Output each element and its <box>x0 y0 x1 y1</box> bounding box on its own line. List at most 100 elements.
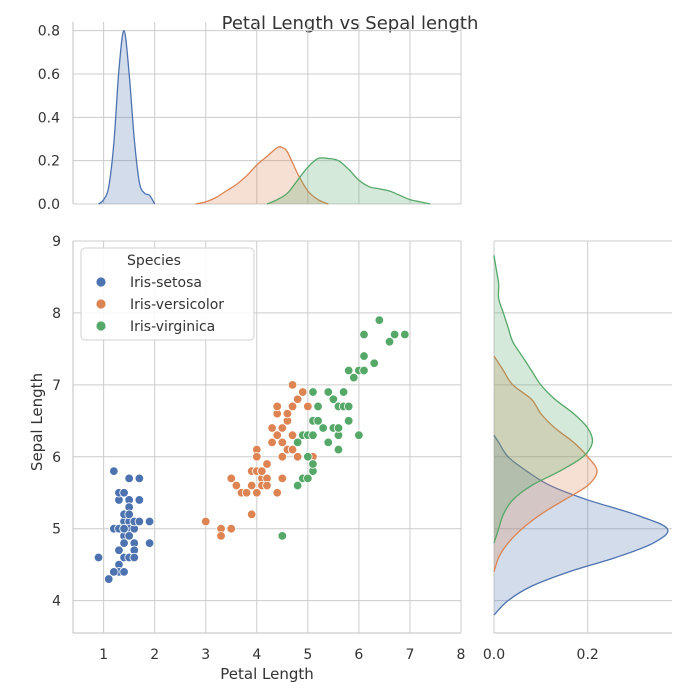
scatter-point-iris-versicolor <box>246 480 257 491</box>
y-tick-label: 7 <box>52 378 61 394</box>
x-tick-labels: 1 2 3 4 5 6 7 8 <box>99 647 465 663</box>
scatter-point-iris-setosa <box>124 509 134 520</box>
scatter-point-iris-virginica <box>323 387 333 397</box>
scatter-point-iris-versicolor <box>277 473 288 484</box>
scatter-point-iris-versicolor <box>292 452 303 462</box>
scatter-point-iris-setosa <box>124 531 134 541</box>
scatter-point-iris-versicolor <box>267 423 277 433</box>
scatter-point-iris-virginica <box>359 329 369 340</box>
scatter-point-iris-versicolor <box>241 488 252 498</box>
scatter-point-iris-versicolor <box>252 488 262 498</box>
legend-box <box>80 247 255 341</box>
scatter-point-iris-virginica <box>333 444 344 455</box>
scatter-point-iris-versicolor <box>287 380 298 390</box>
scatter-point-iris-versicolor <box>267 437 277 448</box>
scatter-point-iris-versicolor <box>287 401 298 412</box>
kde-right-line-iris-setosa <box>493 434 669 616</box>
scatter-point-iris-virginica <box>303 452 313 462</box>
scatter-point-iris-virginica <box>308 430 318 440</box>
scatter-point-iris-setosa <box>119 524 129 534</box>
x-tick-label: 6 <box>354 647 363 663</box>
kde-right-fill-iris-setosa <box>494 435 668 616</box>
y-tick-label: 8 <box>52 306 61 322</box>
legend-label-iris-versicolor: Iris-versicolor <box>130 297 224 313</box>
scatter-point-iris-versicolor <box>287 430 298 440</box>
scatter-point-iris-versicolor <box>272 488 282 498</box>
legend-label-iris-setosa: Iris-setosa <box>130 275 202 291</box>
scatter-point-iris-virginica <box>303 473 313 484</box>
kde-top-line-iris-setosa <box>98 30 156 205</box>
scatter-point-iris-virginica <box>333 423 344 433</box>
right-kde-curves <box>493 255 669 616</box>
scatter-point-iris-versicolor <box>277 437 288 448</box>
scatter-point-iris-virginica <box>323 437 333 448</box>
legend-marker-iris-virginica <box>95 320 107 332</box>
legend-title: Species <box>127 253 181 269</box>
scatter-point-iris-virginica <box>318 423 328 433</box>
scatter-point-iris-versicolor <box>252 452 262 462</box>
scatter-point-iris-versicolor <box>226 473 236 484</box>
x-tick-label: 1 <box>99 647 108 663</box>
kde-right-fill-iris-versicolor <box>494 356 598 572</box>
scatter-point-iris-versicolor <box>262 459 272 469</box>
scatter-point-iris-versicolor <box>292 394 303 404</box>
scatter-point-iris-setosa <box>109 466 119 476</box>
top-y-tick-label: 0.2 <box>38 154 60 170</box>
scatter-point-iris-virginica <box>359 365 369 376</box>
scatter-point-iris-versicolor <box>216 531 226 541</box>
scatter-point-iris-versicolor <box>277 452 288 462</box>
y-axis-label: Sepal Length <box>28 373 46 471</box>
main-scatter-panel: 1 2 3 4 5 6 7 8 4 5 6 7 8 9 Petal Length Sepal Lengt… <box>28 234 465 683</box>
y-tick-label: 5 <box>52 522 61 538</box>
scatter-point-iris-virginica <box>292 437 303 448</box>
top-y-tick-label: 0.0 <box>38 197 60 213</box>
x-tick-label: 8 <box>457 647 466 663</box>
scatter-point-iris-setosa <box>144 516 155 527</box>
x-tick-label: 4 <box>252 647 261 663</box>
scatter-point-iris-setosa <box>119 488 129 498</box>
right-marginal-density-panel: 0.0 0.2 <box>483 240 672 663</box>
scatter-point-iris-setosa <box>129 552 139 563</box>
x-axis-label: Petal Length <box>220 665 314 683</box>
scatter-point-iris-setosa <box>124 473 134 484</box>
legend-marker-iris-versicolor <box>95 298 107 310</box>
x-tick-label: 7 <box>405 647 414 663</box>
scatter-point-iris-virginica <box>354 430 364 440</box>
scatter-point-iris-virginica <box>308 459 318 469</box>
x-tick-label: 3 <box>201 647 210 663</box>
legend-label-iris-virginica: Iris-virginica <box>130 319 215 335</box>
scatter-point-iris-setosa <box>109 567 119 577</box>
top-y-tick-labels: 0.0 0.2 0.4 0.6 0.8 <box>38 24 60 213</box>
scatter-point-iris-versicolor <box>272 401 282 412</box>
scatter-point-iris-virginica <box>328 394 339 404</box>
scatter-point-iris-setosa <box>119 538 129 548</box>
y-tick-label: 9 <box>52 234 61 250</box>
right-x-tick-label: 0.2 <box>577 647 599 663</box>
right-x-tick-labels: 0.0 0.2 <box>483 647 599 663</box>
scatter-point-iris-versicolor <box>282 408 293 419</box>
kde-top-fill-iris-virginica <box>267 157 431 204</box>
y-tick-labels: 4 5 6 7 8 9 <box>52 234 61 610</box>
scatter-point-iris-virginica <box>308 387 318 397</box>
legend-marker-iris-setosa <box>95 276 107 288</box>
x-tick-label: 5 <box>303 647 312 663</box>
scatter-points <box>93 315 410 584</box>
y-tick-label: 6 <box>52 450 61 466</box>
scatter-point-iris-versicolor <box>201 516 211 527</box>
scatter-point-iris-setosa <box>134 473 145 484</box>
legend-items: Iris-setosa Iris-versicolor Iris-virginica <box>95 275 224 335</box>
scatter-point-iris-virginica <box>400 329 410 340</box>
right-grid <box>493 240 672 633</box>
scatter-point-iris-versicolor <box>246 509 257 520</box>
scatter-point-iris-versicolor <box>231 480 242 491</box>
scatter-point-iris-virginica <box>343 365 354 376</box>
scatter-point-iris-setosa <box>134 516 145 527</box>
scatter-point-iris-virginica <box>374 315 385 325</box>
x-tick-label: 2 <box>150 647 159 663</box>
scatter-point-iris-virginica <box>313 401 323 412</box>
scatter-point-iris-virginica <box>313 416 323 426</box>
legend: Species Iris-setosa Iris-versicolor Iris-v… <box>80 247 255 341</box>
chart-title: Petal Length vs Sepal length <box>222 13 479 34</box>
scatter-point-iris-virginica <box>389 329 400 340</box>
scatter-point-iris-versicolor <box>277 423 288 433</box>
